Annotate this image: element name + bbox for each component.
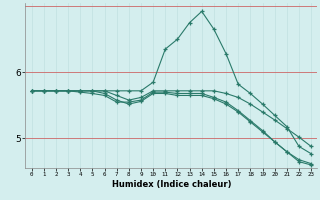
X-axis label: Humidex (Indice chaleur): Humidex (Indice chaleur)	[112, 180, 231, 189]
